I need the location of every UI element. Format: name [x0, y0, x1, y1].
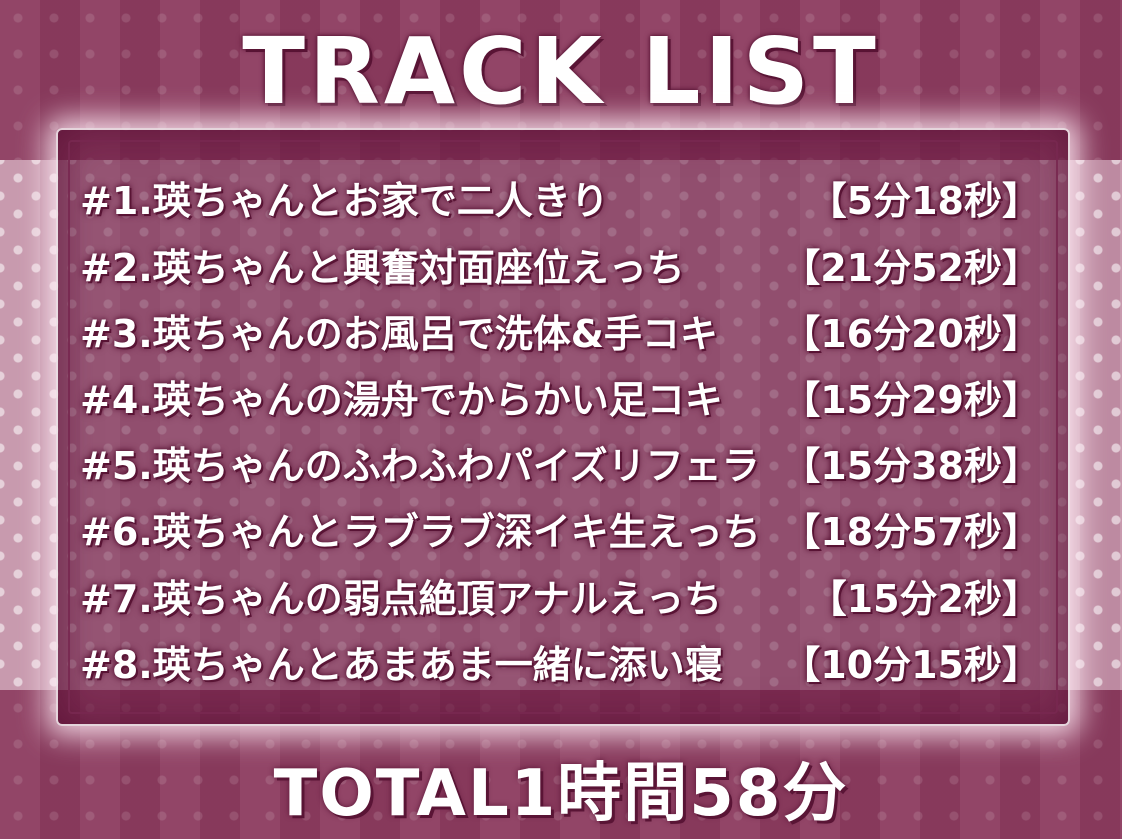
track-duration: 【16分20秒】: [782, 311, 1040, 356]
track-row: #1.瑛ちゃんとお家で二人きり 【5分18秒】: [80, 167, 1040, 227]
track-title: #3.瑛ちゃんのお風呂で洗体&手コキ: [80, 311, 718, 356]
track-list-panel: [56, 128, 1070, 726]
total-duration: TOTAL1時間58分: [273, 757, 849, 831]
page-title: TRACK LIST: [242, 18, 880, 125]
track-duration: 【18分57秒】: [782, 509, 1040, 554]
track-title: #6.瑛ちゃんとラブラブ深イキ生えっち: [80, 509, 761, 554]
track-duration: 【21分52秒】: [782, 245, 1040, 290]
track-row: #3.瑛ちゃんのお風呂で洗体&手コキ 【16分20秒】: [80, 300, 1040, 360]
track-title: #7.瑛ちゃんの弱点絶頂アナルえっち: [80, 576, 722, 621]
track-duration: 【15分29秒】: [782, 377, 1040, 422]
track-title: #1.瑛ちゃんとお家で二人きり: [80, 178, 609, 223]
panel-frame: [68, 140, 1058, 714]
track-duration: 【5分18秒】: [808, 178, 1040, 223]
track-title: #2.瑛ちゃんと興奮対面座位えっち: [80, 245, 685, 290]
track-title: #5.瑛ちゃんのふわふわパイズリフェラ: [80, 443, 760, 488]
track-row: #8.瑛ちゃんとあまあま一緒に添い寝 【10分15秒】: [80, 631, 1040, 691]
track-duration: 【15分38秒】: [782, 443, 1040, 488]
track-row: #4.瑛ちゃんの湯舟でからかい足コキ 【15分29秒】: [80, 366, 1040, 426]
track-title: #8.瑛ちゃんとあまあま一緒に添い寝: [80, 642, 723, 687]
track-duration: 【10分15秒】: [782, 642, 1040, 687]
track-row: #5.瑛ちゃんのふわふわパイズリフェラ 【15分38秒】: [80, 432, 1040, 492]
track-row: #7.瑛ちゃんの弱点絶頂アナルえっち 【15分2秒】: [80, 565, 1040, 625]
track-title: #4.瑛ちゃんの湯舟でからかい足コキ: [80, 377, 723, 422]
track-row: #6.瑛ちゃんとラブラブ深イキ生えっち 【18分57秒】: [80, 498, 1040, 558]
track-duration: 【15分2秒】: [808, 576, 1040, 621]
track-row: #2.瑛ちゃんと興奮対面座位えっち 【21分52秒】: [80, 234, 1040, 294]
